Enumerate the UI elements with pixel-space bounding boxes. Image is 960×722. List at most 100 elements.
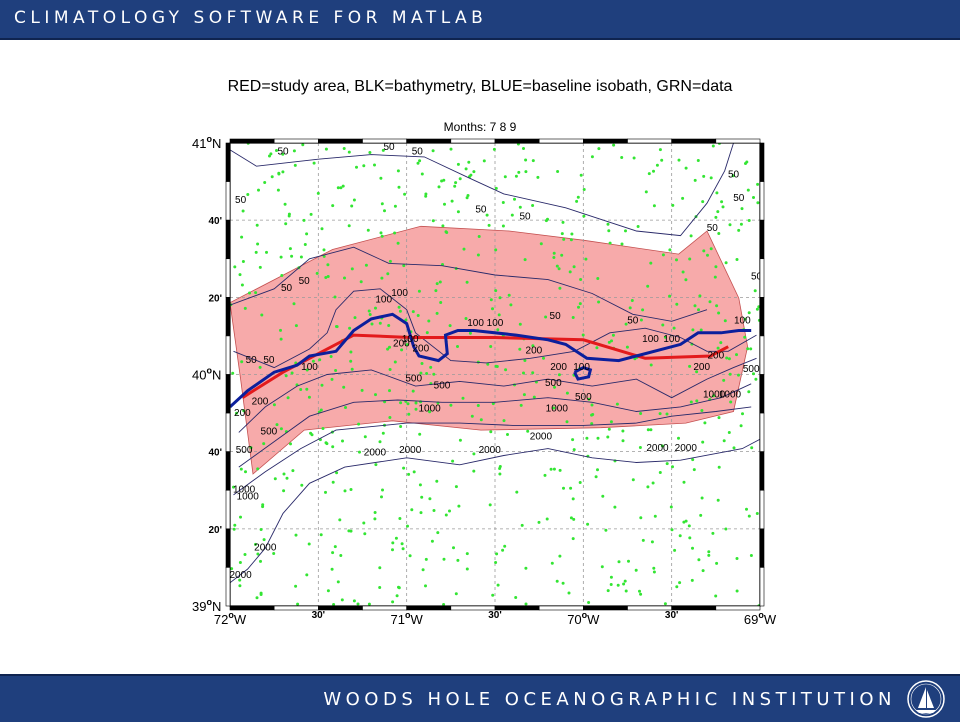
contour-label: 50 <box>246 355 258 366</box>
data-point <box>259 528 263 531</box>
data-point <box>449 403 453 407</box>
lat-minute-label: 20' <box>208 293 222 304</box>
data-point <box>616 583 620 587</box>
contour-label: 200 <box>693 362 710 373</box>
data-point <box>501 224 505 228</box>
frame-segment-right <box>759 258 765 298</box>
data-point <box>756 182 760 186</box>
data-point <box>240 235 244 239</box>
data-point <box>378 566 382 570</box>
data-point <box>398 309 402 313</box>
data-point <box>537 520 541 524</box>
data-point <box>596 277 600 280</box>
data-point <box>283 202 287 206</box>
data-point <box>393 204 397 208</box>
data-point <box>420 362 424 365</box>
data-point <box>510 213 514 217</box>
data-point <box>609 583 613 586</box>
data-point <box>695 370 699 374</box>
data-point <box>569 516 573 520</box>
data-point <box>338 518 342 522</box>
data-point <box>299 388 303 391</box>
data-point <box>562 237 566 241</box>
contour-label: 500 <box>743 364 760 375</box>
data-point <box>276 188 280 192</box>
data-point <box>639 412 643 415</box>
data-point <box>691 546 694 550</box>
data-point <box>305 387 309 391</box>
data-point <box>501 548 505 552</box>
data-point <box>692 468 696 472</box>
data-point <box>601 494 605 498</box>
isobath-50 <box>233 288 757 369</box>
data-point <box>714 265 718 269</box>
data-point <box>256 467 260 471</box>
data-point <box>393 231 397 235</box>
contour-label: 200 <box>526 346 543 357</box>
contour-label: 50 <box>299 276 311 287</box>
data-point <box>305 573 309 577</box>
data-point <box>258 265 262 269</box>
data-point <box>489 430 493 434</box>
data-point <box>747 514 751 518</box>
data-point <box>231 371 235 375</box>
data-point <box>456 162 460 166</box>
data-point <box>397 305 401 309</box>
data-point <box>388 416 392 419</box>
data-point <box>320 383 324 387</box>
data-point <box>701 440 705 444</box>
data-point <box>294 533 298 537</box>
data-point <box>624 229 627 233</box>
data-point <box>689 234 693 238</box>
data-point <box>494 186 498 190</box>
data-point <box>646 428 650 432</box>
data-point <box>425 372 429 375</box>
data-point <box>495 552 499 556</box>
data-point <box>620 156 624 159</box>
data-point <box>399 425 403 428</box>
data-point <box>641 308 645 312</box>
contour-label: 50 <box>412 147 424 158</box>
data-point <box>513 197 516 201</box>
contour-label: 1000 <box>233 485 256 496</box>
lat-tick-label: 41oN <box>192 134 221 151</box>
data-point <box>638 589 641 593</box>
contour-label: 1000 <box>703 390 726 401</box>
data-point <box>256 242 260 246</box>
data-point <box>451 459 455 463</box>
data-point <box>329 355 333 358</box>
footer-title: WOODS HOLE OCEANOGRAPHIC INSTITUTION <box>323 689 896 710</box>
data-point <box>495 365 499 368</box>
data-point <box>411 389 415 393</box>
lat-minute-label: 40' <box>208 216 222 227</box>
data-point <box>522 147 525 150</box>
data-point <box>257 188 260 192</box>
data-point <box>294 584 298 588</box>
data-point <box>675 302 679 306</box>
data-point <box>378 586 382 589</box>
data-point <box>586 522 590 526</box>
data-point <box>590 155 594 159</box>
data-point <box>381 148 385 152</box>
data-point <box>341 184 345 188</box>
data-point <box>578 302 582 306</box>
data-point <box>631 478 635 482</box>
data-point <box>600 565 604 569</box>
data-point <box>450 199 454 203</box>
data-point <box>557 373 561 377</box>
data-point <box>359 280 363 284</box>
data-point <box>414 401 418 405</box>
frame-segment-right <box>759 528 765 568</box>
contour-label: 50 <box>277 147 289 158</box>
data-point <box>634 568 638 572</box>
contour-label: 500 <box>545 378 562 389</box>
data-point <box>320 227 324 231</box>
data-point <box>663 602 667 606</box>
data-point <box>753 289 757 293</box>
data-point <box>699 328 703 332</box>
data-point <box>261 505 265 509</box>
contour-label: 100 <box>391 288 408 299</box>
data-point <box>607 340 611 344</box>
data-point <box>305 232 309 236</box>
frame-segment-bottom <box>406 605 452 611</box>
